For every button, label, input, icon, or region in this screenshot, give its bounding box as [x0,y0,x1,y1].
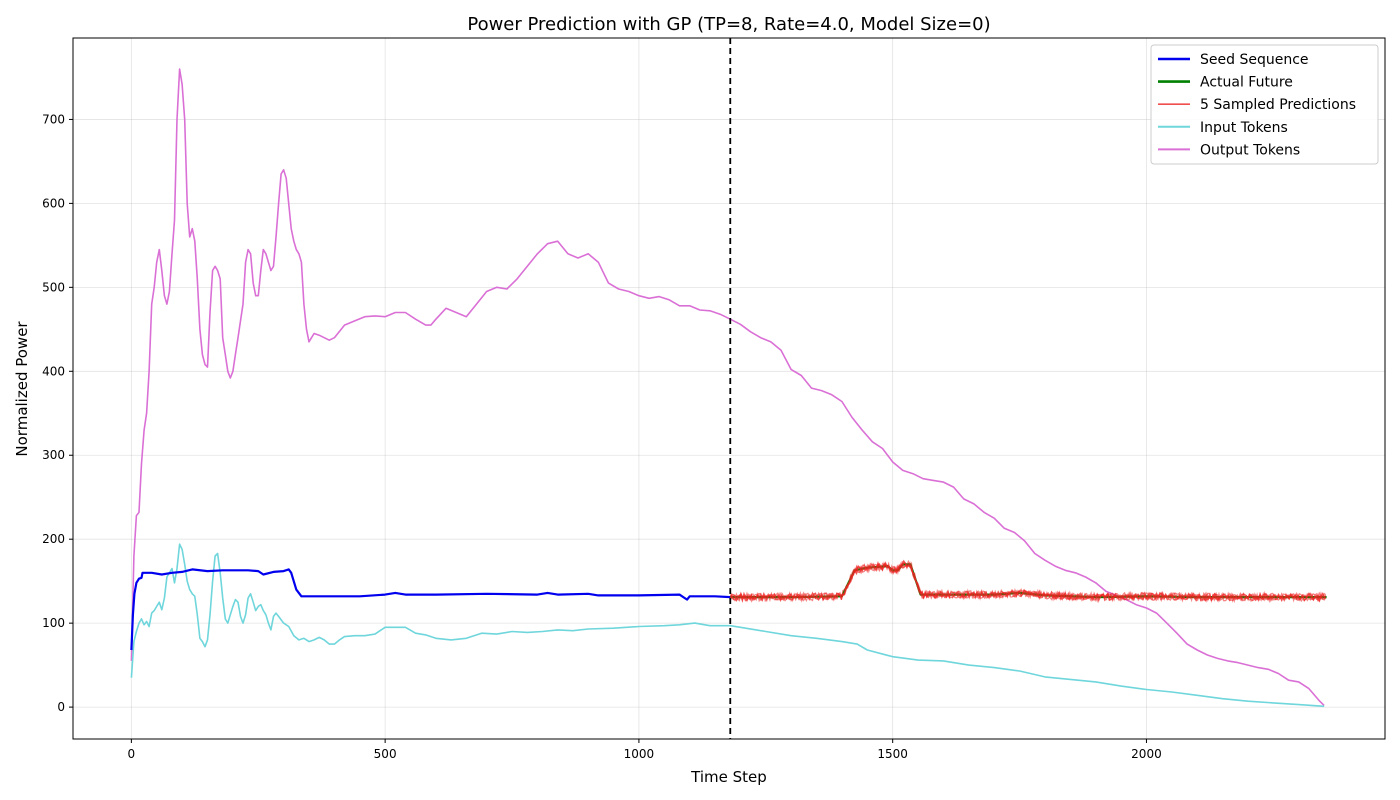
plot-area [72,37,1386,740]
x-tick-label: 1500 [877,747,908,761]
legend-entry: Actual Future [1200,75,1293,91]
series-line-5-sampled-predictions [729,559,1326,604]
legend-entry: Output Tokens [1200,142,1300,158]
y-axis: 0 100 200 300 400 500 600 700 [42,112,73,714]
y-tick-label: 100 [42,616,65,630]
y-tick-label: 700 [42,112,65,126]
x-axis: 0 500 1000 1500 2000 [128,739,1162,761]
series-line-5-sampled-predictions [729,561,1326,604]
chart-title: Power Prediction with GP (TP=8, Rate=4.0… [467,14,990,35]
x-tick-label: 1000 [624,747,655,761]
series-line-input-tokens [130,543,1325,708]
y-tick-label: 300 [42,448,65,462]
legend-entry: Seed Sequence [1200,52,1309,68]
x-tick-label: 2000 [1131,747,1162,761]
y-tick-label: 200 [42,532,65,546]
series-line-output-tokens [130,68,1325,706]
series-line-seed-sequence [130,568,731,651]
x-tick-label: 500 [374,747,397,761]
y-axis-label: Normalized Power [13,321,31,457]
y-tick-label: 500 [42,280,65,294]
legend: Seed Sequence Actual Future 5 Sampled Pred… [1150,44,1379,165]
y-tick-label: 0 [57,700,65,714]
x-axis-label: Time Step [690,768,767,786]
y-tick-label: 600 [42,196,65,210]
series-layer [130,68,1327,708]
y-tick-label: 400 [42,364,65,378]
legend-entry: Input Tokens [1200,120,1288,136]
x-tick-label: 0 [128,747,136,761]
legend-entry: 5 Sampled Predictions [1200,97,1356,113]
